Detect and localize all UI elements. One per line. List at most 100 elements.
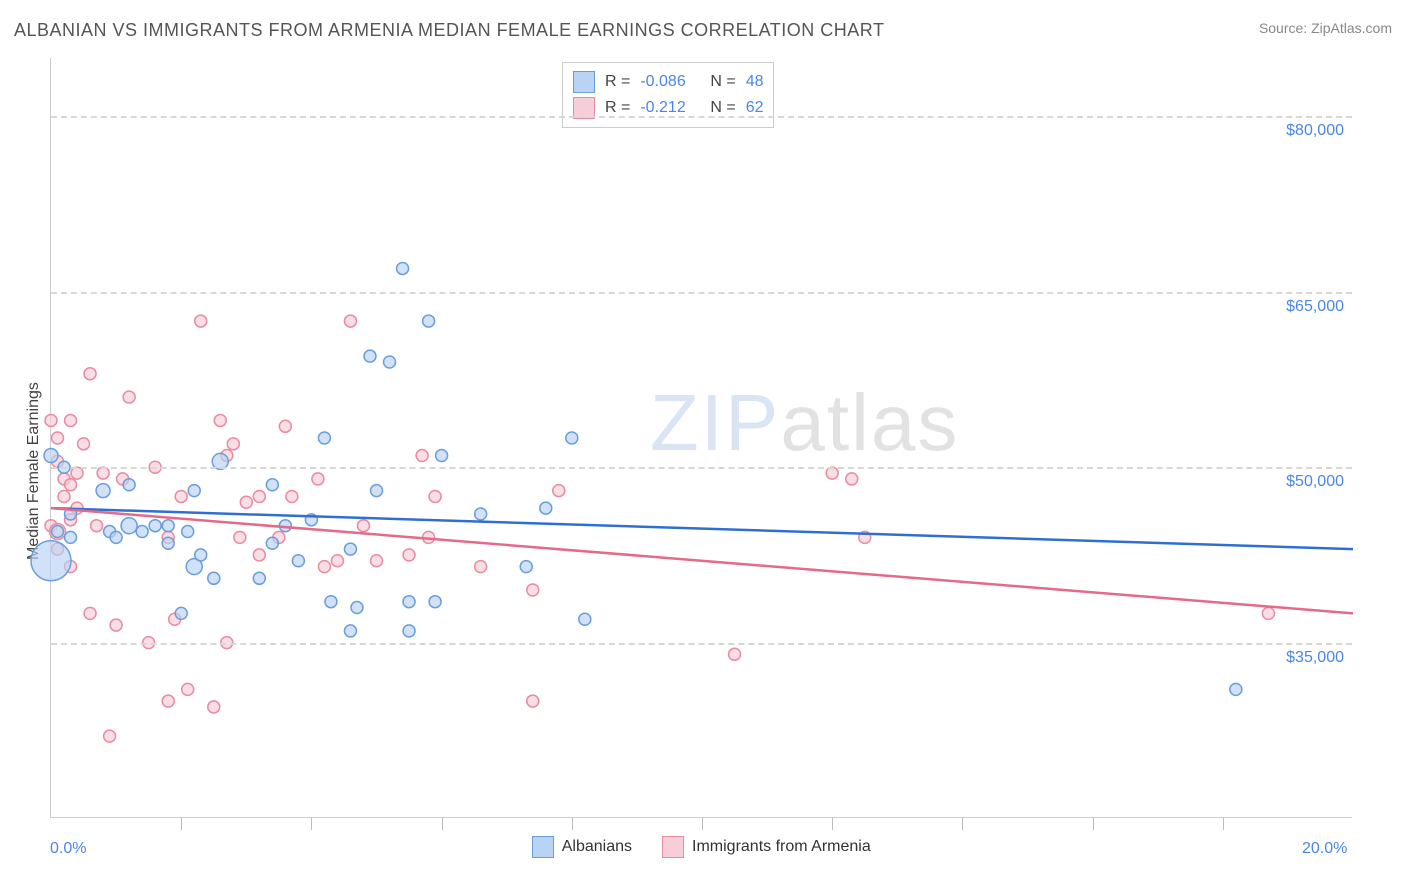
watermark-zip: ZIP: [650, 378, 780, 467]
legend-label: Albanians: [562, 838, 632, 856]
data-point: [214, 414, 226, 426]
x-tick-mark: [1093, 818, 1094, 830]
data-point: [520, 561, 532, 573]
data-point: [52, 432, 64, 444]
data-point: [344, 543, 356, 555]
data-point: [344, 315, 356, 327]
data-point: [78, 438, 90, 450]
series-legend: Albanians Immigrants from Armenia: [532, 836, 871, 858]
correlation-legend-row: R =-0.086N =48: [573, 69, 763, 95]
data-point: [162, 531, 174, 543]
data-point: [351, 602, 363, 614]
data-point: [286, 490, 298, 502]
n-value: 62: [746, 99, 764, 117]
r-value: -0.086: [640, 73, 700, 91]
data-point: [175, 607, 187, 619]
data-point: [397, 262, 409, 274]
data-point: [182, 526, 194, 538]
data-point: [162, 520, 174, 532]
data-point: [65, 561, 77, 573]
n-label: N =: [710, 99, 735, 117]
x-tick-mark: [702, 818, 703, 830]
data-point: [186, 559, 202, 575]
data-point: [227, 438, 239, 450]
y-tick-label: $65,000: [1286, 298, 1344, 316]
data-point: [253, 549, 265, 561]
data-point: [423, 531, 435, 543]
data-point: [279, 520, 291, 532]
data-point: [384, 356, 396, 368]
data-point: [403, 625, 415, 637]
scatter-points: [51, 58, 1353, 818]
legend-swatch: [573, 71, 595, 93]
data-point: [45, 414, 57, 426]
data-point: [52, 455, 64, 467]
data-point: [52, 543, 64, 555]
watermark: ZIPatlas: [650, 377, 959, 469]
data-point: [846, 473, 858, 485]
plot-area: ZIPatlas R =-0.086N =48R =-0.212N =62 $8…: [50, 58, 1352, 818]
title-bar: ALBANIAN VS IMMIGRANTS FROM ARMENIA MEDI…: [14, 20, 1392, 41]
data-point: [91, 520, 103, 532]
data-point: [423, 315, 435, 327]
data-point: [208, 572, 220, 584]
data-point: [318, 432, 330, 444]
data-point: [305, 514, 317, 526]
data-point: [123, 391, 135, 403]
data-point: [371, 485, 383, 497]
data-point: [325, 596, 337, 608]
r-label: R =: [605, 99, 630, 117]
data-point: [65, 508, 77, 520]
data-point: [50, 524, 66, 540]
y-tick-label: $50,000: [1286, 473, 1344, 491]
data-point: [96, 484, 110, 498]
r-label: R =: [605, 73, 630, 91]
trend-line: [51, 508, 1353, 549]
data-point: [195, 315, 207, 327]
data-point: [357, 520, 369, 532]
data-point: [221, 450, 233, 462]
data-point: [110, 619, 122, 631]
data-point: [429, 596, 441, 608]
data-point: [58, 490, 70, 502]
data-point: [162, 695, 174, 707]
data-point: [234, 531, 246, 543]
data-point: [475, 561, 487, 573]
x-tick-mark: [442, 818, 443, 830]
legend-item: Immigrants from Armenia: [662, 836, 871, 858]
gridline-h: [51, 467, 1352, 469]
data-point: [149, 520, 161, 532]
data-point: [208, 701, 220, 713]
data-point: [65, 414, 77, 426]
data-point: [58, 473, 70, 485]
data-point: [312, 473, 324, 485]
data-point: [292, 555, 304, 567]
trend-line: [51, 508, 1353, 613]
y-tick-label: $80,000: [1286, 122, 1344, 140]
chart-title: ALBANIAN VS IMMIGRANTS FROM ARMENIA MEDI…: [14, 20, 884, 41]
data-point: [1262, 607, 1274, 619]
data-point: [527, 695, 539, 707]
x-tick-mark: [962, 818, 963, 830]
gridline-h: [51, 643, 1352, 645]
r-value: -0.212: [640, 99, 700, 117]
data-point: [364, 350, 376, 362]
data-point: [136, 526, 148, 538]
data-point: [416, 450, 428, 462]
trend-lines: [51, 58, 1353, 818]
data-point: [195, 549, 207, 561]
legend-swatch: [532, 836, 554, 858]
data-point: [110, 531, 122, 543]
data-point: [253, 572, 265, 584]
data-point: [123, 479, 135, 491]
data-point: [371, 555, 383, 567]
x-tick-mark: [832, 818, 833, 830]
data-point: [175, 490, 187, 502]
data-point: [729, 648, 741, 660]
data-point: [117, 473, 129, 485]
legend-label: Immigrants from Armenia: [692, 838, 871, 856]
gridline-h: [51, 292, 1352, 294]
data-point: [188, 485, 200, 497]
data-point: [331, 555, 343, 567]
data-point: [344, 625, 356, 637]
